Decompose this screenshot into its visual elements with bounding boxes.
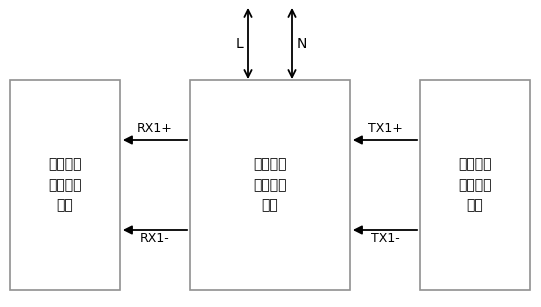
Text: TX1+: TX1+: [367, 122, 403, 134]
Text: TX1-: TX1-: [371, 231, 399, 244]
Text: 宽带载波
信号耦合
单元: 宽带载波 信号耦合 单元: [253, 157, 287, 213]
Text: L: L: [235, 37, 243, 50]
Bar: [420, 80, 530, 290]
Text: 宽带载波
信号放大
单元: 宽带载波 信号放大 单元: [458, 157, 492, 213]
Bar: [10, 80, 120, 290]
Text: 宽带载波
信号接收
单元: 宽带载波 信号接收 单元: [48, 157, 82, 213]
Text: N: N: [297, 37, 307, 50]
Text: RX1+: RX1+: [137, 122, 173, 134]
Text: RX1-: RX1-: [140, 231, 170, 244]
Bar: [190, 80, 350, 290]
